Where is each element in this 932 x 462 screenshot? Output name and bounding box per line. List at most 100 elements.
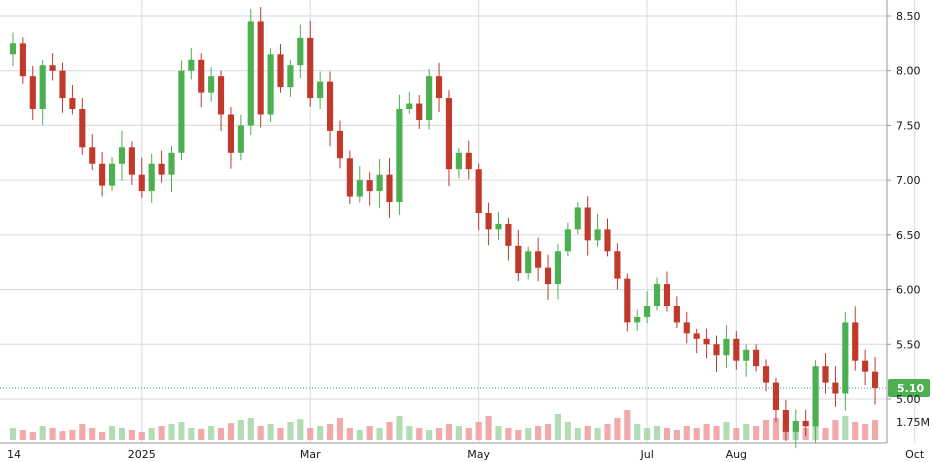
volume-bar bbox=[693, 428, 700, 440]
volume-bar bbox=[386, 422, 393, 440]
candle-body bbox=[792, 420, 799, 432]
volume-bar bbox=[59, 431, 66, 440]
candle-body bbox=[871, 371, 879, 389]
candle-body bbox=[148, 163, 155, 192]
candle-body bbox=[237, 125, 244, 153]
candle-body bbox=[554, 251, 562, 285]
volume-bar bbox=[683, 426, 690, 440]
candle-body bbox=[753, 349, 760, 367]
volume-bar bbox=[723, 422, 730, 440]
candle-body bbox=[733, 338, 740, 361]
volume-bar bbox=[822, 428, 829, 440]
volume-bar bbox=[89, 428, 96, 440]
candle-body bbox=[762, 366, 770, 383]
candle-body bbox=[356, 180, 363, 197]
volume-bar bbox=[178, 422, 185, 440]
candle-body bbox=[108, 163, 116, 186]
volume-bar bbox=[743, 424, 750, 440]
candle-body bbox=[703, 338, 710, 345]
volume-bar bbox=[475, 422, 482, 440]
volume-bar bbox=[465, 428, 472, 440]
candle-body bbox=[852, 322, 859, 361]
volume-bar bbox=[356, 430, 363, 440]
time-tick-label: 14 bbox=[7, 448, 21, 461]
volume-bar bbox=[9, 428, 17, 440]
price-candles bbox=[9, 7, 879, 449]
candle-body bbox=[426, 76, 433, 120]
volume-bar bbox=[495, 426, 502, 440]
candle-body bbox=[346, 158, 353, 197]
candle-body bbox=[673, 305, 680, 323]
volume-bar bbox=[544, 424, 552, 440]
volume-bar bbox=[852, 422, 859, 440]
volume-bar bbox=[108, 426, 116, 440]
candle-body bbox=[336, 130, 344, 159]
volume-bar bbox=[39, 426, 46, 440]
volume-bar bbox=[217, 428, 225, 440]
candle-body bbox=[366, 180, 373, 192]
volume-bar bbox=[554, 414, 562, 440]
volume-bar bbox=[287, 422, 294, 440]
last-price-badge bbox=[888, 379, 930, 398]
candle-body bbox=[19, 43, 26, 77]
volume-bar bbox=[138, 432, 145, 440]
volume-bar bbox=[267, 424, 274, 440]
candle-body bbox=[9, 43, 17, 55]
volume-bar bbox=[237, 420, 244, 440]
candle-body bbox=[822, 366, 829, 383]
volume-bar bbox=[247, 418, 254, 440]
candle-body bbox=[525, 251, 532, 274]
volume-bar bbox=[19, 430, 26, 440]
volume-bar bbox=[703, 424, 710, 440]
candle-body bbox=[495, 223, 502, 230]
candle-body bbox=[297, 37, 304, 66]
candle-body bbox=[158, 163, 165, 175]
candle-body bbox=[683, 322, 690, 334]
volume-bar bbox=[396, 416, 403, 440]
candle-body bbox=[69, 98, 76, 110]
candle-body bbox=[376, 174, 383, 192]
volume-bar bbox=[634, 424, 641, 440]
candle-body bbox=[465, 152, 472, 170]
time-tick-label: Oct bbox=[905, 448, 925, 461]
volume-bar bbox=[713, 426, 720, 440]
candle-body bbox=[277, 54, 284, 88]
price-tick-label: 6.50 bbox=[896, 229, 921, 242]
time-tick-label: Mar bbox=[300, 448, 321, 461]
volume-bar bbox=[346, 428, 353, 440]
volume-bar bbox=[832, 420, 839, 440]
volume-bar bbox=[515, 430, 522, 440]
candle-body bbox=[455, 152, 462, 170]
candle-body bbox=[307, 37, 314, 99]
volume-bar bbox=[198, 428, 205, 440]
last-price-line: 5.10 bbox=[0, 379, 930, 398]
candle-body bbox=[396, 109, 403, 203]
volume-bar bbox=[158, 426, 165, 440]
volume-bar bbox=[128, 430, 135, 440]
candle-body bbox=[227, 114, 235, 153]
volume-bar bbox=[376, 428, 383, 440]
volume-bar bbox=[614, 418, 621, 440]
candle-body bbox=[723, 338, 730, 356]
candle-body bbox=[317, 81, 324, 99]
volume-bar bbox=[326, 424, 334, 440]
volume-bar bbox=[257, 426, 264, 440]
candle-body bbox=[267, 54, 274, 115]
price-tick-label: 5.50 bbox=[896, 338, 921, 351]
volume-bar bbox=[118, 428, 126, 440]
candle-body bbox=[604, 229, 611, 252]
candle-body bbox=[802, 420, 809, 427]
volume-bar bbox=[584, 426, 591, 440]
candle-body bbox=[782, 409, 789, 432]
volume-bar bbox=[208, 426, 215, 440]
volume-bar bbox=[871, 420, 879, 440]
candle-body bbox=[653, 284, 661, 306]
candle-body bbox=[49, 65, 56, 71]
candle-body bbox=[416, 103, 423, 120]
volume-bar bbox=[227, 423, 235, 440]
volume-bar bbox=[445, 424, 453, 440]
candle-body bbox=[217, 76, 225, 115]
volume-bar bbox=[168, 424, 175, 440]
